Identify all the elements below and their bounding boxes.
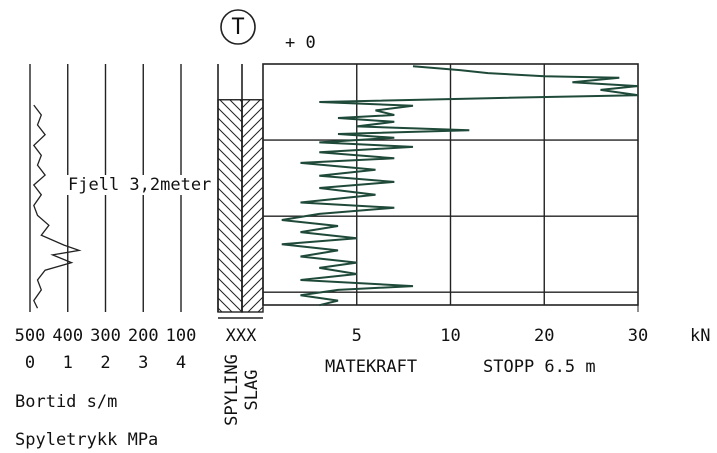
unit-label: kN (690, 326, 710, 346)
slag-label: SLAG (242, 370, 262, 411)
top-tick-label: 200 (128, 326, 159, 346)
top-tick-label: 300 (90, 326, 121, 346)
top-tick-label: 100 (166, 326, 197, 346)
force-tick-label: 10 (440, 326, 460, 346)
slag-bar (241, 99, 264, 313)
bottom-tick-label: 2 (100, 353, 110, 373)
bottom-tick-label: 4 (176, 353, 186, 373)
mid-label: XXX (226, 326, 257, 346)
force-tick-label: 20 (534, 326, 554, 346)
spyling-bar (217, 99, 243, 313)
force-tick-label: 30 (628, 326, 648, 346)
left-bottom-label: Spyletrykk MPa (15, 430, 158, 450)
stop-label: STOPP 6.5 m (483, 357, 596, 377)
left-top-label: Bortid s/m (15, 392, 117, 412)
annotation-bg (66, 175, 214, 195)
header-symbol: T (231, 15, 244, 40)
annotation: Fjell 3,2meter (68, 175, 211, 195)
bottom-tick-label: 3 (138, 353, 148, 373)
spyling-label: SPYLING (222, 354, 242, 426)
trace (281, 65, 639, 307)
bottom-tick-label: 0 (25, 353, 35, 373)
header-offset: + 0 (285, 33, 316, 53)
top-tick-label: 500 (15, 326, 46, 346)
header-circle (220, 9, 256, 45)
force-tick-label: 5 (352, 326, 362, 346)
top-tick-label: 400 (52, 326, 83, 346)
trace (32, 104, 82, 309)
bottom-tick-label: 1 (63, 353, 73, 373)
force-label: MATEKRAFT (325, 357, 417, 377)
